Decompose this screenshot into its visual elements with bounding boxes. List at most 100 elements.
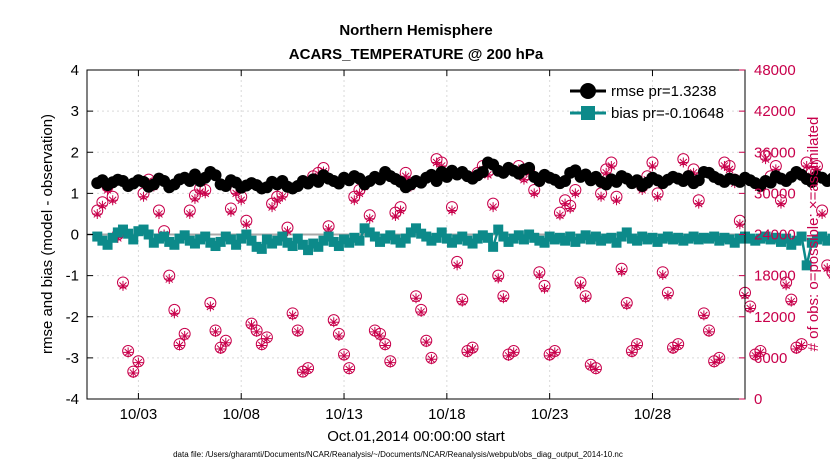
bias-point xyxy=(590,231,601,242)
obs-assimilated-marker xyxy=(390,210,401,221)
obs-assimilated-marker xyxy=(467,343,478,354)
bias-point xyxy=(585,234,596,245)
obs-assimilated-marker xyxy=(560,198,571,209)
bias-point xyxy=(323,231,334,242)
bias-point xyxy=(678,235,689,246)
bias-point xyxy=(416,228,427,239)
obs-assimilated-marker xyxy=(328,317,339,328)
legend-bias-marker xyxy=(581,106,595,120)
bias-point xyxy=(184,235,195,246)
x-tick-label: 10/23 xyxy=(531,406,569,423)
obs-assimilated-marker xyxy=(657,269,668,280)
bias-point xyxy=(400,233,411,244)
bias-point xyxy=(796,231,807,242)
obs-assimilated-marker xyxy=(493,273,504,284)
bias-point xyxy=(272,235,283,246)
bias-point xyxy=(729,237,740,248)
x-tick-label: 10/03 xyxy=(120,406,158,423)
legend: rmse pr=1.3238 bias pr=-0.10648 xyxy=(570,83,724,122)
obs-assimilated-marker xyxy=(724,164,735,175)
obs-assimilated-marker xyxy=(323,224,334,235)
x-tick-label: 10/13 xyxy=(325,406,363,423)
obs-assimilated-marker xyxy=(704,326,715,337)
obs-assimilated-marker xyxy=(811,164,822,175)
obs-assimilated-marker xyxy=(344,364,355,375)
bias-point xyxy=(261,234,272,245)
bias-point xyxy=(632,235,643,246)
bias-point xyxy=(549,234,560,245)
bias-point xyxy=(765,234,776,245)
y2-tick-label: 24000 xyxy=(754,227,796,244)
y-tick-label: 4 xyxy=(71,62,79,79)
bias-point xyxy=(102,239,113,250)
bias-point xyxy=(673,232,684,243)
obs-assimilated-marker xyxy=(97,200,108,211)
bias-point xyxy=(231,239,242,250)
bias-series xyxy=(92,223,830,271)
legend-bias-label: bias pr=-0.10648 xyxy=(611,105,724,122)
y-tick-label: 3 xyxy=(71,103,79,120)
obs-assimilated-marker xyxy=(385,357,396,368)
bias-point xyxy=(200,231,211,242)
bias-point xyxy=(282,237,293,248)
bias-point xyxy=(534,235,545,246)
bias-point xyxy=(786,239,797,250)
obs-assimilated-marker xyxy=(200,188,211,199)
y2-axis-label: # of obs: o=possible; ×=assimilated xyxy=(805,117,822,352)
obs-assimilated-marker xyxy=(575,280,586,291)
obs-assimilated-marker xyxy=(673,340,684,351)
obs-assimilated-marker xyxy=(205,301,216,312)
obs-assimilated-marker xyxy=(277,191,288,202)
obs-assimilated-marker xyxy=(565,203,576,214)
obs-assimilated-marker xyxy=(503,350,514,361)
bias-point xyxy=(580,230,591,241)
bias-point xyxy=(174,233,185,244)
bias-point xyxy=(446,237,457,248)
bias-point xyxy=(560,235,571,246)
bias-point xyxy=(421,231,432,242)
bias-point xyxy=(750,235,761,246)
obs-assimilated-marker xyxy=(775,198,786,209)
bias-point xyxy=(616,231,627,242)
chart-subtitle: ACARS_TEMPERATURE @ 200 hPa xyxy=(289,46,544,63)
obs-assimilated-marker xyxy=(508,347,519,358)
obs-assimilated-marker xyxy=(395,205,406,216)
axis-ticks: 10/03 10/08 10/13 10/18 10/23 10/28 -4 -3 -2 -1 0 1… xyxy=(66,62,796,423)
obs-assimilated-marker xyxy=(297,367,308,378)
bias-point xyxy=(153,233,164,244)
bias-point xyxy=(806,237,817,248)
bias-point xyxy=(369,231,380,242)
bias-point xyxy=(662,231,673,242)
obs-assimilated-marker xyxy=(220,337,231,348)
obs-assimilated-marker xyxy=(693,198,704,209)
obs-assimilated-marker xyxy=(169,308,180,319)
bias-point xyxy=(364,227,375,238)
bias-point xyxy=(683,233,694,244)
y-axis-label: rmse and bias (model - observation) xyxy=(39,114,56,354)
obs-assimilated-marker xyxy=(719,160,730,171)
obs-assimilated-marker xyxy=(375,330,386,341)
bias-point xyxy=(339,234,350,245)
obs-assimilated-marker xyxy=(123,347,134,358)
bias-point xyxy=(606,232,617,243)
bias-point xyxy=(688,231,699,242)
bias-point xyxy=(755,233,766,244)
bias-point xyxy=(498,231,509,242)
bias-point xyxy=(647,232,658,243)
bias-point xyxy=(318,235,329,246)
bias-point xyxy=(518,234,529,245)
bias-point xyxy=(822,235,830,246)
y2-tick-label: 30000 xyxy=(754,185,796,202)
bias-point xyxy=(411,223,421,234)
bias-point xyxy=(313,241,324,252)
obs-assimilated-marker xyxy=(364,213,375,224)
obs-assimilated-marker xyxy=(688,167,699,178)
obs-assimilated-marker xyxy=(117,280,128,291)
obs-assimilated-marker xyxy=(585,361,596,372)
bias-point xyxy=(205,237,216,248)
chart-title: Northern Hemisphere xyxy=(339,22,492,39)
obs-assimilated-marker xyxy=(174,340,185,351)
obs-assimilated-marker xyxy=(518,174,529,185)
bias-point xyxy=(513,230,524,241)
